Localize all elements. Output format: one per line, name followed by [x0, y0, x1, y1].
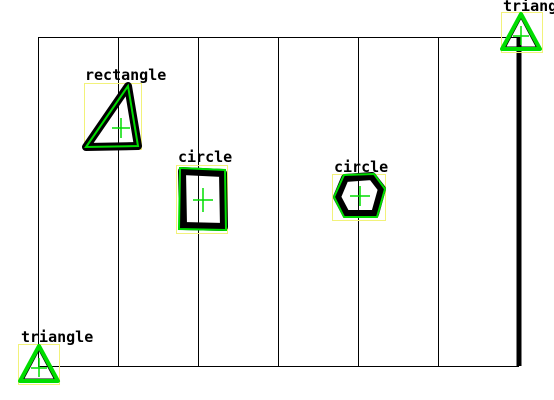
shape-contour [84, 83, 140, 149]
detection-circle-1: circle [176, 148, 232, 234]
detected-shape [178, 167, 228, 231]
center-marker [112, 118, 130, 138]
shape-contour [177, 166, 228, 232]
grid [38, 37, 522, 367]
shape-label: triangle [503, 0, 554, 15]
bounding-box [176, 165, 228, 234]
detection-circle-2: circle [332, 158, 388, 221]
detection-triangle-1: triangle [18, 328, 93, 385]
shape-contour [332, 172, 387, 218]
center-marker [513, 26, 529, 45]
shape-label: circle [334, 158, 388, 176]
shape-label: rectangle [85, 66, 166, 84]
detected-shape [333, 172, 386, 218]
shape-label: circle [178, 148, 232, 166]
shape-label: triangle [21, 328, 93, 346]
center-marker [350, 186, 370, 206]
shape-contour [500, 12, 542, 51]
center-marker [31, 358, 47, 377]
shape-contour [18, 344, 60, 383]
detection-rectangle: rectangle [82, 66, 166, 151]
center-marker [193, 188, 213, 212]
detection-triangle-2: triangle [500, 0, 554, 53]
